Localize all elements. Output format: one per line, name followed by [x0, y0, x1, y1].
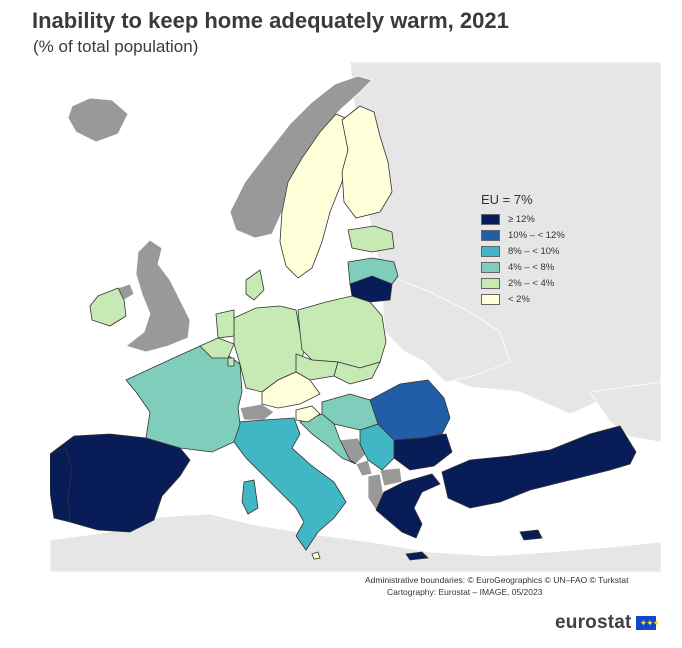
denmark	[245, 269, 265, 301]
finland	[341, 105, 393, 219]
united-kingdom	[125, 239, 191, 353]
portugal	[50, 447, 73, 523]
map-legend: EU = 7% ≥ 12% 10% – < 12% 8% – < 10% 4% …	[481, 192, 565, 307]
turkey	[441, 425, 637, 509]
legend-swatch	[481, 293, 500, 305]
legend-label: ≥ 12%	[508, 213, 535, 225]
crete	[405, 551, 429, 561]
legend-title: EU = 7%	[481, 192, 533, 207]
eu-flag-icon: ✦✦✦	[635, 616, 660, 630]
serbia	[359, 423, 395, 471]
croatia	[299, 413, 357, 465]
legend-swatch	[481, 229, 500, 241]
spain	[50, 433, 191, 533]
north-africa-land	[50, 513, 661, 572]
austria	[261, 371, 321, 409]
eurostat-logo: eurostat ✦✦✦	[555, 612, 660, 634]
greece	[375, 473, 441, 539]
legend-item: < 2%	[481, 291, 565, 307]
legend-item: 8% – < 10%	[481, 243, 565, 259]
poland	[297, 295, 387, 369]
legend-swatch	[481, 245, 500, 257]
ireland	[89, 287, 127, 327]
malta	[311, 551, 321, 560]
legend-label: 8% – < 10%	[508, 245, 560, 257]
sweden	[279, 113, 351, 279]
credits-boundaries: Administrative boundaries: © EuroGeograp…	[365, 575, 629, 585]
belgium	[199, 337, 235, 359]
legend-item: 4% – < 8%	[481, 259, 565, 275]
legend-label: < 2%	[508, 293, 530, 305]
switzerland	[239, 403, 275, 421]
non-eu-land	[50, 62, 661, 572]
legend-swatch	[481, 261, 500, 273]
legend-swatch	[481, 277, 500, 289]
netherlands	[215, 309, 235, 339]
north-macedonia	[379, 467, 403, 487]
italy	[233, 417, 347, 551]
estonia	[347, 225, 395, 253]
legend-label: 4% – < 8%	[508, 261, 555, 273]
legend-item: 10% – < 12%	[481, 227, 565, 243]
sardinia	[241, 479, 259, 515]
slovakia	[333, 361, 381, 385]
map-subtitle: (% of total population)	[33, 37, 199, 56]
legend-label: 2% – < 4%	[508, 277, 555, 289]
brand-wordmark: eurostat	[555, 612, 632, 633]
cyprus	[519, 529, 543, 541]
eu-countries	[50, 105, 637, 561]
norway	[229, 75, 373, 239]
iceland	[67, 97, 129, 143]
slovenia	[295, 405, 321, 423]
legend-item: ≥ 12%	[481, 211, 565, 227]
legend-item: 2% – < 4%	[481, 275, 565, 291]
legend-swatch	[481, 213, 500, 225]
credits-cartography: Cartography: Eurostat – IMAGE, 05/2023	[387, 587, 543, 597]
luxembourg	[227, 357, 235, 367]
france	[125, 345, 243, 453]
map-title: Inability to keep home adequately warm, …	[32, 8, 509, 33]
caucasus-land	[589, 381, 661, 443]
ukraine-belarus-land	[379, 271, 511, 383]
map-credits: Administrative boundaries: © EuroGeograp…	[365, 574, 629, 598]
choropleth-map	[50, 62, 661, 572]
latvia	[347, 257, 399, 285]
legend-label: 10% – < 12%	[508, 229, 565, 241]
no-data-countries	[67, 75, 403, 511]
montenegro	[355, 459, 373, 477]
